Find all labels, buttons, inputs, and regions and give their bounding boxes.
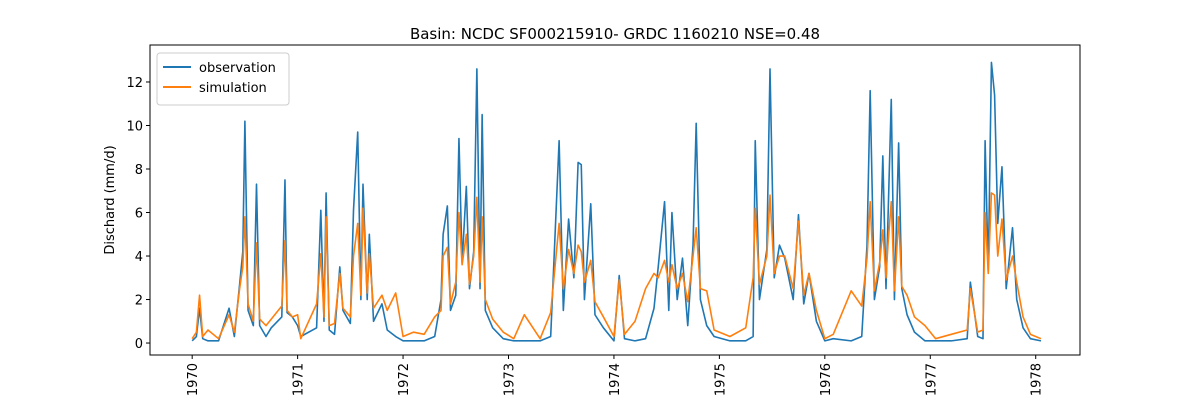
y-tick-label: 4 bbox=[135, 250, 143, 265]
x-tick-label: 1977 bbox=[924, 363, 939, 396]
x-tick-label: 1970 bbox=[186, 363, 201, 396]
x-tick-label: 1976 bbox=[819, 363, 834, 396]
legend-label: observation bbox=[199, 61, 276, 76]
y-tick-label: 2 bbox=[135, 294, 143, 309]
x-tick-label: 1971 bbox=[292, 363, 307, 396]
y-axis-label: Dischard (mm/d) bbox=[103, 145, 118, 254]
y-tick-label: 12 bbox=[126, 76, 143, 91]
y-tick-label: 6 bbox=[135, 207, 143, 222]
series-line bbox=[191, 192, 1042, 340]
chart-title: Basin: NCDC SF000215910- GRDC 1160210 NS… bbox=[410, 25, 820, 43]
y-tick-label: 0 bbox=[135, 337, 143, 352]
x-tick-label: 1975 bbox=[713, 363, 728, 396]
axes-frame bbox=[149, 44, 1081, 356]
y-tick-label: 10 bbox=[126, 119, 143, 134]
x-tick-label: 1972 bbox=[397, 363, 412, 396]
x-tick-label: 1978 bbox=[1030, 363, 1045, 396]
series-line bbox=[191, 61, 1042, 342]
legend-label: simulation bbox=[199, 81, 267, 96]
x-tick-label: 1974 bbox=[608, 363, 623, 396]
y-tick-label: 8 bbox=[135, 163, 143, 178]
x-tick-label: 1973 bbox=[503, 363, 518, 396]
